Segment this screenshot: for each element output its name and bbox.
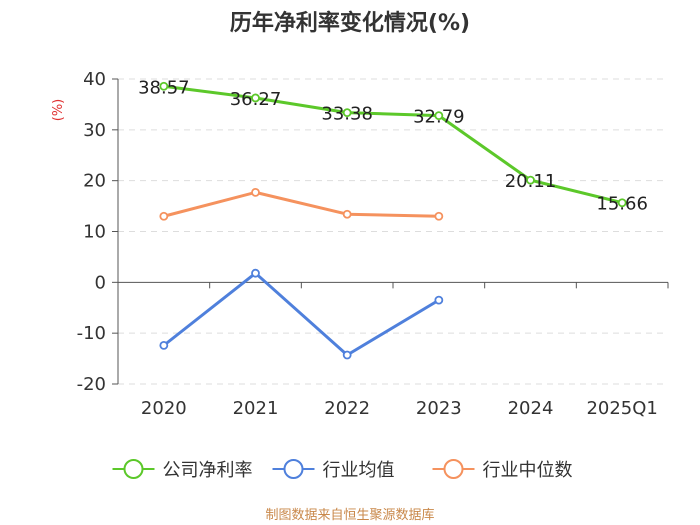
data-label: 32.79 [413,107,465,128]
x-tick-label: 2020 [141,398,187,419]
series-point [251,268,260,278]
x-tick-label: 2024 [508,398,554,419]
y-tick-label: 30 [83,120,106,141]
y-axis-unit: (%) [51,99,66,122]
series-point [342,350,352,360]
legend-label: 行业中位数 [483,460,573,481]
y-tick-label: 0 [95,272,106,293]
data-label: 33.38 [321,104,373,125]
legend-label: 行业均值 [323,460,395,481]
series-point [342,108,352,118]
legend-item[interactable]: 行业中位数 [432,459,573,481]
y-tick-label: 10 [83,222,106,243]
x-tick-label: 2022 [324,398,370,419]
data-label: 36.27 [230,89,282,110]
series-lines [159,81,627,360]
y-tick-label: -10 [77,323,106,344]
legend[interactable]: 公司净利率 行业均值 行业中位数 [112,459,573,481]
legend-item[interactable]: 公司净利率 [112,459,253,481]
data-label: 15.66 [596,194,648,215]
chart-title: 历年净利率变化情况(%) [230,10,470,36]
series-point [342,209,352,219]
legend-item[interactable]: 行业均值 [272,459,395,481]
series-point [251,187,260,197]
axes: -20 -10 0 10 20 30 40 2020 2021 2022 2023 2024 2025Q… [77,69,669,419]
series-point [159,81,169,91]
source-note: 制图数据来自恒生聚源数据库 [265,507,434,523]
data-label: 20.11 [505,171,557,192]
series-point [434,295,444,305]
legend-label: 公司净利率 [163,460,253,481]
series-point [251,93,260,103]
data-labels: 38.57 36.27 33.38 32.79 20.11 15.66 [138,77,648,214]
series-line [162,271,440,357]
grid-lines [118,78,668,385]
x-tick-label: 2023 [416,398,462,419]
series-point [159,340,169,350]
series-point [434,211,444,221]
series-point [434,111,444,121]
series-point [159,211,169,221]
x-tick-label: 2021 [233,398,279,419]
y-tick-label: 20 [83,171,106,192]
x-tick-label: 2025Q1 [586,398,657,419]
data-label: 38.57 [138,77,190,98]
series-point [617,198,627,208]
legend-marker [443,459,464,479]
series-point [526,175,535,185]
series-line [163,84,623,205]
legend-marker [123,459,144,479]
series-line [163,190,439,218]
y-tick-label: 40 [83,69,106,90]
legend-marker [283,459,304,479]
y-tick-label: -20 [77,374,106,395]
